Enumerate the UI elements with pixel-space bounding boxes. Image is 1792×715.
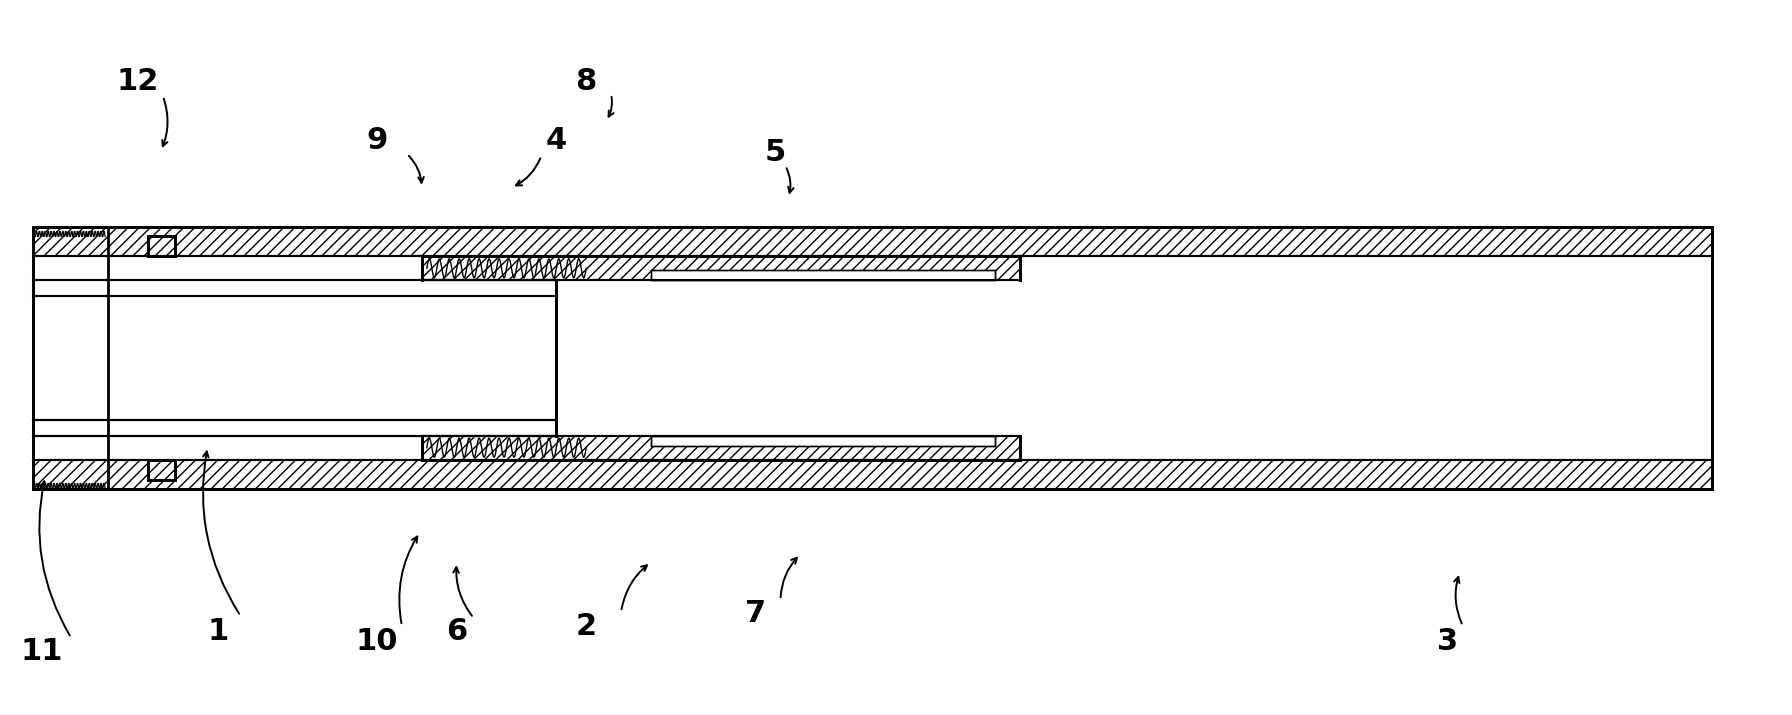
Text: 3: 3 <box>1437 627 1459 656</box>
Text: 4: 4 <box>547 127 566 155</box>
Bar <box>149 460 176 480</box>
Text: 2: 2 <box>575 613 597 641</box>
Text: 7: 7 <box>745 599 767 628</box>
Bar <box>149 460 176 480</box>
Text: 9: 9 <box>366 127 387 155</box>
Bar <box>34 460 1711 490</box>
Text: 11: 11 <box>20 637 63 666</box>
Bar <box>650 270 995 280</box>
Bar <box>34 257 1711 460</box>
Text: 6: 6 <box>446 618 468 646</box>
Bar <box>34 227 1711 490</box>
Bar <box>421 435 1020 460</box>
Text: 5: 5 <box>765 138 787 167</box>
Bar <box>421 257 1020 280</box>
Bar <box>650 435 995 445</box>
Text: 8: 8 <box>575 66 597 96</box>
Text: 1: 1 <box>208 618 228 646</box>
Text: 12: 12 <box>116 66 159 96</box>
Bar <box>34 227 1711 257</box>
Bar <box>149 237 176 257</box>
Bar <box>149 460 176 480</box>
Text: 10: 10 <box>357 627 398 656</box>
Bar <box>34 296 556 420</box>
Bar <box>149 237 176 257</box>
Bar <box>149 237 176 257</box>
